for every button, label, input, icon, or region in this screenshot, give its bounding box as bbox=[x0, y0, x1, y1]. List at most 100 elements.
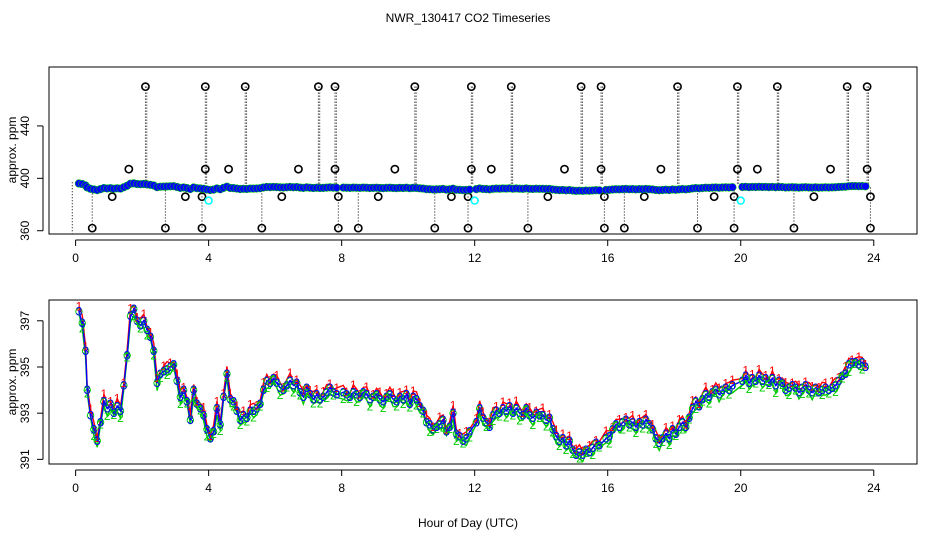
bottom-mean-point-2 bbox=[81, 347, 90, 355]
bottom-label-3-48: 3 bbox=[234, 404, 241, 418]
bottom-label-3-135: 3 bbox=[530, 411, 537, 425]
bottom-label-1-8: 1 bbox=[101, 387, 108, 401]
bottom-label-3-73: 3 bbox=[317, 392, 324, 406]
bottom-label-2-49: 2 bbox=[237, 418, 244, 432]
bottom-label-3-83: 3 bbox=[353, 388, 360, 402]
bottom-label-1-32: 1 bbox=[180, 380, 187, 394]
bottom-label-3-141: 3 bbox=[549, 422, 556, 436]
bottom-label-1-80: 1 bbox=[343, 385, 350, 399]
bottom-label-2-95: 2 bbox=[393, 400, 400, 414]
bottom-label-3-186: 3 bbox=[702, 388, 709, 402]
bottom-label-3-192: 3 bbox=[722, 381, 729, 395]
top-flag-mid-high-9 bbox=[596, 164, 606, 174]
bottom-mean-point-41 bbox=[209, 427, 218, 436]
bottom-label-2-149: 2 bbox=[576, 451, 583, 465]
bottom-label-3-116: 3 bbox=[463, 432, 470, 446]
bottom-mean-point-144 bbox=[559, 434, 567, 443]
bottom-label-3-180: 3 bbox=[683, 420, 690, 434]
bottom-label-3-55: 3 bbox=[257, 397, 264, 411]
bottom-mean-point-170 bbox=[648, 425, 657, 434]
bottom-mean-point-24 bbox=[153, 379, 161, 387]
bottom-label-2-73: 2 bbox=[317, 397, 324, 411]
bottom-label-3-182: 3 bbox=[689, 402, 696, 416]
bottom-mean-point-1 bbox=[78, 319, 86, 327]
bottom-label-1-38: 1 bbox=[200, 401, 207, 415]
bottom-label-3-221: 3 bbox=[826, 383, 833, 397]
bottom-mean-point-103 bbox=[419, 407, 427, 415]
bottom-label-3-82: 3 bbox=[350, 385, 357, 399]
bottom-label-2-5: 2 bbox=[91, 429, 98, 443]
bottom-label-3-122: 3 bbox=[486, 420, 493, 434]
bottom-label-1-40: 1 bbox=[207, 429, 214, 443]
bottom-label-3-223: 3 bbox=[832, 378, 839, 392]
top-x-tick-label-8: 8 bbox=[338, 251, 345, 265]
bottom-label-2-79: 2 bbox=[340, 392, 347, 406]
bottom-label-1-152: 1 bbox=[586, 438, 593, 452]
bottom-label-3-8: 3 bbox=[101, 395, 108, 409]
bottom-label-3-79: 3 bbox=[340, 385, 347, 399]
bottom-mean-point-109 bbox=[439, 416, 447, 424]
bottom-label-2-155: 2 bbox=[596, 440, 603, 454]
bottom-label-3-230: 3 bbox=[855, 358, 862, 372]
top-y-tick-label-360: 360 bbox=[18, 220, 32, 240]
bottom-label-3-184: 3 bbox=[696, 399, 703, 413]
bottom-label-1-108: 1 bbox=[436, 410, 443, 424]
bottom-label-2-35: 2 bbox=[190, 390, 197, 404]
bottom-label-3-25: 3 bbox=[157, 367, 164, 381]
bottom-label-3-200: 3 bbox=[756, 369, 763, 383]
bottom-label-3-110: 3 bbox=[443, 425, 450, 439]
bottom-mean-point-35 bbox=[189, 386, 198, 394]
bottom-mean-point-39 bbox=[203, 425, 211, 434]
bottom-label-1-178: 1 bbox=[676, 413, 683, 427]
bottom-label-3-130: 3 bbox=[513, 402, 520, 416]
bottom-label-2-87: 2 bbox=[367, 400, 374, 414]
bottom-label-3-98: 3 bbox=[403, 388, 410, 402]
bottom-label-3-43: 3 bbox=[217, 418, 224, 432]
bottom-label-2-75: 2 bbox=[323, 391, 330, 405]
bottom-label-2-143: 2 bbox=[556, 439, 563, 453]
top-flag-mid-high-0 bbox=[124, 164, 134, 174]
bottom-mean-point-43 bbox=[216, 421, 224, 429]
bottom-label-1-0: 1 bbox=[76, 299, 83, 313]
bottom-label-2-231: 2 bbox=[859, 363, 866, 377]
bottom-label-3-117: 3 bbox=[466, 425, 473, 439]
top-flag-mid-low-6 bbox=[447, 192, 456, 202]
bottom-x-tick-label-12: 12 bbox=[468, 481, 482, 495]
top-flag-low-2 bbox=[197, 223, 207, 233]
top-flag-low-0 bbox=[87, 223, 97, 233]
bottom-label-3-143: 3 bbox=[556, 434, 563, 448]
bottom-label-3-172: 3 bbox=[656, 436, 663, 450]
bottom-label-3-220: 3 bbox=[822, 381, 829, 395]
bottom-label-3-150: 3 bbox=[579, 448, 586, 462]
bottom-label-1-124: 1 bbox=[493, 400, 500, 414]
top-flag-mid-high-3 bbox=[294, 164, 303, 174]
bottom-mean-point-23 bbox=[150, 347, 158, 355]
bottom-mean-point-34 bbox=[186, 416, 195, 424]
bottom-label-3-168: 3 bbox=[643, 413, 650, 427]
bottom-label-3-69: 3 bbox=[303, 381, 310, 395]
bottom-label-2-139: 2 bbox=[543, 420, 550, 434]
bottom-label-3-26: 3 bbox=[160, 365, 167, 379]
bottom-label-3-178: 3 bbox=[676, 420, 683, 434]
bottom-label-3-144: 3 bbox=[559, 432, 566, 446]
bottom-label-2-1: 2 bbox=[79, 321, 86, 335]
top-flag-low-7 bbox=[463, 223, 473, 233]
top-flag-mid-high-12 bbox=[752, 164, 762, 174]
bottom-label-2-89: 2 bbox=[373, 390, 380, 404]
bottom-label-1-36: 1 bbox=[194, 395, 201, 409]
bottom-label-3-108: 3 bbox=[436, 418, 443, 432]
bottom-label-3-128: 3 bbox=[506, 399, 513, 413]
bottom-label-3-90: 3 bbox=[377, 392, 384, 406]
bottom-mean-point-112 bbox=[449, 409, 457, 417]
bottom-label-1-192: 1 bbox=[722, 377, 729, 391]
bottom-label-3-113: 3 bbox=[453, 427, 460, 441]
bottom-mean-point-146 bbox=[565, 437, 574, 445]
bottom-label-3-176: 3 bbox=[669, 422, 676, 436]
bottom-label-2-47: 2 bbox=[230, 399, 237, 413]
bottom-label-3-197: 3 bbox=[746, 376, 753, 390]
bottom-label-2-111: 2 bbox=[446, 422, 453, 436]
bottom-label-1-214: 1 bbox=[802, 375, 809, 389]
top-y-tick-label-440: 440 bbox=[18, 116, 32, 136]
bottom-label-1-122: 1 bbox=[486, 415, 493, 429]
bottom-label-3-227: 3 bbox=[845, 358, 852, 372]
